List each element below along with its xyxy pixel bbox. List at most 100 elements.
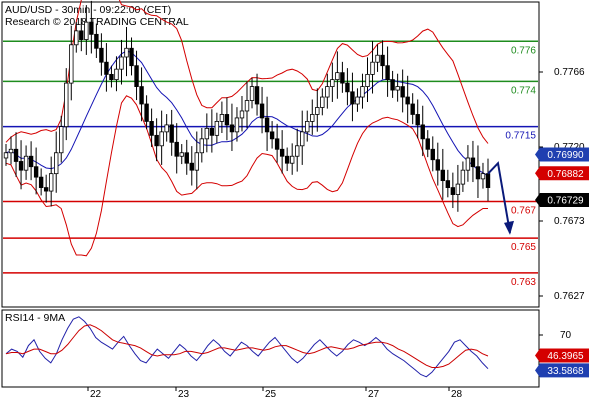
candle-body xyxy=(64,82,69,128)
candle-body xyxy=(23,155,29,171)
candle-body xyxy=(234,117,240,133)
chart-source: Research © 2018 TRADING CENTRAL xyxy=(5,16,189,28)
candle-body xyxy=(249,86,255,101)
candle-body xyxy=(38,176,44,188)
rsi-tick-label: 70 xyxy=(560,330,572,341)
candle-body xyxy=(164,124,169,133)
candle-body xyxy=(13,148,19,162)
candle-body xyxy=(254,86,260,105)
candle-body xyxy=(74,30,79,46)
rsi-badge xyxy=(535,348,589,363)
price-badge-label: 0.76882 xyxy=(547,169,584,180)
candle-body xyxy=(274,138,280,150)
level-label: 0.7715 xyxy=(505,131,536,142)
lower-band-line xyxy=(5,95,488,257)
candle-body xyxy=(239,110,245,119)
candle-body xyxy=(219,114,225,122)
candle-body xyxy=(425,138,430,150)
candle-body xyxy=(259,103,265,119)
levels-layer: 0.776 0.774 0.7715 0.767 0.765 0.763 xyxy=(3,40,538,288)
candle-body xyxy=(325,86,330,98)
candle-body xyxy=(159,131,164,147)
candle-body xyxy=(315,107,320,115)
level-label: 0.774 xyxy=(511,85,536,96)
candle-body xyxy=(415,114,420,126)
rsi-panel-title: RSI14 - 9MA xyxy=(5,312,65,324)
candle-body xyxy=(54,152,59,175)
candle-body xyxy=(214,121,220,136)
price-panel-frame xyxy=(1,1,540,308)
candle-body xyxy=(84,21,89,40)
price-badge xyxy=(535,166,589,181)
candle-body xyxy=(340,72,345,84)
candle-body xyxy=(124,47,129,58)
candle-body xyxy=(224,114,230,126)
candle-body xyxy=(330,79,335,87)
candle-body xyxy=(69,44,74,84)
candle-body xyxy=(104,61,109,75)
candle-body xyxy=(455,183,461,195)
candle-body xyxy=(465,157,471,171)
candle-body xyxy=(209,127,215,136)
candle-body xyxy=(380,54,385,67)
candle-body xyxy=(445,180,451,188)
candle-body xyxy=(410,103,415,115)
candle-body xyxy=(435,159,440,171)
candle-body xyxy=(174,141,179,157)
forecast-layer xyxy=(487,161,514,235)
price-badge xyxy=(535,192,589,207)
candle-body xyxy=(119,56,124,70)
candle-body xyxy=(244,100,250,112)
candle-body xyxy=(475,166,481,180)
date-tick-label: 28 xyxy=(451,389,463,400)
date-tick-label: 22 xyxy=(90,389,102,400)
candle-body xyxy=(94,33,99,49)
candle-body xyxy=(179,152,184,157)
candle-body xyxy=(395,86,400,91)
candle-body xyxy=(18,161,24,171)
candle-body xyxy=(305,121,310,133)
candle-body xyxy=(189,162,194,171)
price-tick-label: 0.7627 xyxy=(554,291,585,302)
candle-body xyxy=(99,47,104,63)
candle-body xyxy=(335,72,340,81)
rsi-ma-line xyxy=(5,324,489,368)
candle-body xyxy=(204,127,210,140)
candle-body xyxy=(59,126,64,154)
candle-body xyxy=(480,173,486,180)
candle-body xyxy=(460,169,466,185)
candle-body xyxy=(420,124,425,140)
rsi-line xyxy=(5,316,489,378)
forecast-arrow-head xyxy=(504,220,514,235)
candle-body xyxy=(310,114,315,122)
candle-body xyxy=(129,47,134,67)
rsi-layer xyxy=(5,316,489,378)
candle-body xyxy=(264,117,270,133)
candle-body xyxy=(360,86,365,98)
candle-body xyxy=(405,96,410,105)
candle-body xyxy=(365,73,370,87)
candle-body xyxy=(295,145,300,157)
rsi-badge xyxy=(535,363,589,378)
candle-body xyxy=(289,155,295,164)
level-label: 0.776 xyxy=(511,45,536,56)
level-label: 0.765 xyxy=(511,242,536,253)
candle-body xyxy=(390,79,395,91)
level-label: 0.767 xyxy=(511,206,536,217)
rsi-panel-frame xyxy=(1,309,540,388)
candle-body xyxy=(43,187,49,192)
candle-body xyxy=(109,73,114,81)
date-tick-label: 23 xyxy=(178,389,190,400)
candle-body xyxy=(144,103,149,122)
badges-layer: 0.76990 0.76882 0.76729 46.3965 33.5868 xyxy=(535,147,589,378)
candle-body xyxy=(154,134,159,147)
candle-body xyxy=(139,86,144,105)
candle-body xyxy=(229,124,235,133)
candle-body xyxy=(114,68,119,81)
price-tick-label: 0.7673 xyxy=(554,216,585,227)
candle-body xyxy=(345,82,350,93)
candle-body xyxy=(194,152,199,171)
candle-body xyxy=(89,21,94,35)
candle-body xyxy=(184,152,189,164)
